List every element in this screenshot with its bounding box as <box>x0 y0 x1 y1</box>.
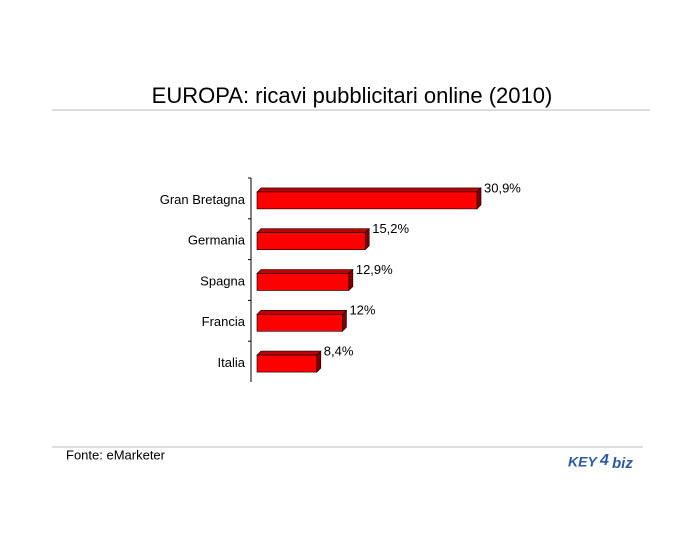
category-label: Gran Bretagna <box>160 192 246 207</box>
value-label: 8,4% <box>324 344 354 359</box>
bar-front <box>256 313 343 332</box>
bar-front <box>256 232 366 250</box>
bar-side <box>364 227 370 251</box>
bar-top <box>256 187 482 193</box>
bar <box>256 350 322 373</box>
bar-top <box>256 228 370 233</box>
value-label: 15,2% <box>372 221 409 236</box>
category-label: Italia <box>218 355 246 370</box>
bar-side <box>348 268 354 292</box>
bar-side <box>342 309 347 333</box>
bar-top <box>256 269 354 274</box>
bar-side <box>316 350 322 373</box>
bar-front <box>256 273 350 291</box>
bar-side <box>476 187 482 210</box>
logo-key: KEY <box>568 454 598 470</box>
category-label: Spagna <box>200 273 246 288</box>
chart-title: EUROPA: ricavi pubblicitari online (2010… <box>152 83 553 108</box>
value-label: 12,9% <box>356 262 393 277</box>
logo: KEY 4 biz <box>568 452 633 472</box>
bar-front <box>256 191 478 210</box>
bar <box>256 187 482 210</box>
bar <box>256 227 370 251</box>
bar-top <box>256 350 322 356</box>
bar-front <box>256 354 318 373</box>
category-label: Francia <box>202 314 246 329</box>
value-label: 30,9% <box>484 180 521 195</box>
bar <box>256 268 354 292</box>
logo-biz: biz <box>612 455 633 472</box>
value-label: 12% <box>349 303 375 318</box>
bar <box>256 309 348 333</box>
logo-four: 4 <box>599 452 609 469</box>
category-label: Germania <box>188 233 246 248</box>
source-note: Fonte: eMarketer <box>66 447 166 462</box>
bar-top <box>256 309 348 315</box>
